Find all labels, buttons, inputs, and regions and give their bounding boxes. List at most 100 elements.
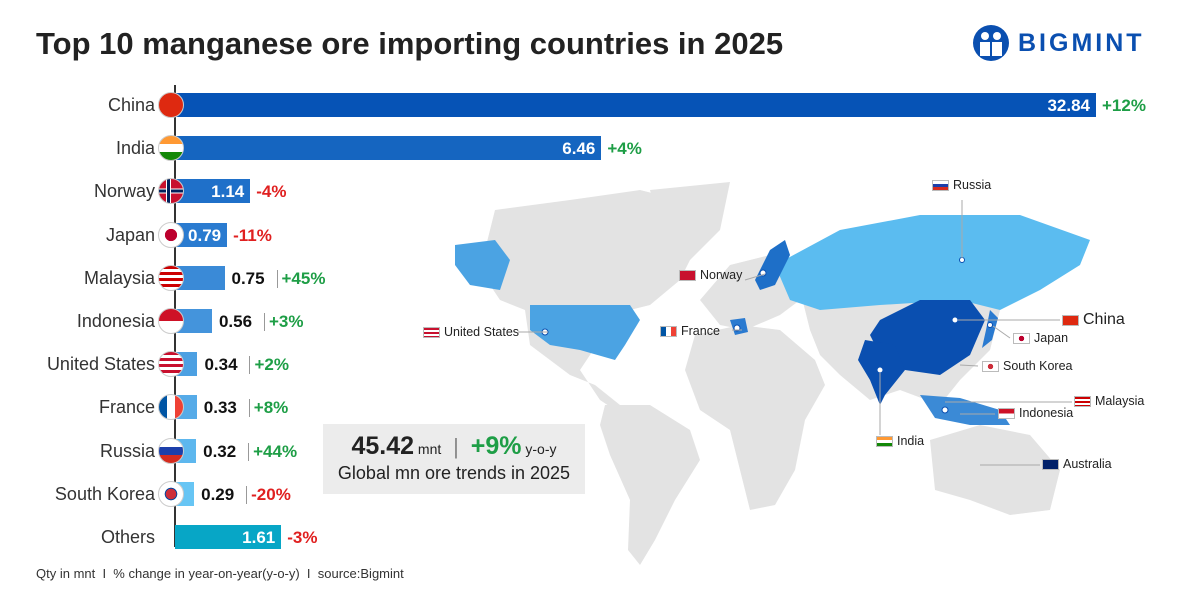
bigmint-logo: BIGMINT	[972, 24, 1145, 62]
map-label-text: Norway	[700, 268, 743, 282]
value-label: 0.34	[204, 355, 238, 375]
france-flag-icon	[660, 325, 677, 337]
bar	[175, 136, 602, 161]
logo-text: BIGMINT	[1018, 28, 1145, 57]
yoy-change-label: +44%	[253, 441, 298, 461]
map-label-india: India	[876, 434, 924, 448]
norway-flag-icon	[679, 269, 696, 281]
yoy-change-label: -11%	[233, 225, 272, 245]
category-label: Indonesia	[76, 311, 155, 331]
value-label: 6.46	[562, 139, 596, 159]
bar-row: Others 1.61 -3%	[0, 524, 1200, 550]
map-label-united-states: United States	[423, 325, 519, 339]
map-label-text: China	[1083, 311, 1125, 328]
category-label: China	[107, 95, 155, 115]
bar-row: Norway 1.14 -4%	[0, 178, 1200, 205]
category-label: Russia	[99, 440, 155, 461]
value-label: 1.14	[211, 182, 245, 202]
map-label-text: United States	[444, 325, 520, 339]
south-america	[600, 405, 700, 565]
category-label: France	[98, 397, 155, 418]
map-label-south-korea: South Korea	[982, 359, 1073, 373]
india-flag-icon	[876, 435, 893, 447]
yoy-change-label: -20%	[251, 484, 291, 504]
south-korea-flag-icon	[158, 480, 184, 507]
malaysia-flag-icon	[158, 264, 184, 291]
summary-separator: |	[453, 434, 459, 459]
bar-row: China 32.84 +12%	[0, 92, 1200, 118]
china-flag-icon	[158, 92, 184, 118]
category-label: Malaysia	[83, 267, 155, 288]
chart-title: Top 10 manganese ore importing countries…	[36, 26, 784, 61]
value-label: 0.33	[203, 398, 237, 418]
yoy-change-label: -3%	[287, 528, 318, 547]
yoy-change-label: +2%	[254, 355, 289, 375]
map-label-norway: Norway	[679, 268, 742, 282]
yoy-change-label: -4%	[256, 182, 287, 202]
map-label-australia: Australia	[1042, 457, 1112, 471]
bar-row: India 6.46 +4%	[0, 135, 1200, 162]
map-alaska	[455, 240, 510, 290]
map-label-malaysia: Malaysia	[1074, 394, 1144, 408]
map-label-france: France	[660, 324, 720, 338]
bar-row: France 0.33 +8%	[0, 394, 1200, 421]
australia	[930, 425, 1060, 515]
russia-flag-icon	[932, 179, 949, 191]
bar-row: United States 0.34 +2%	[0, 351, 1200, 378]
value-label: 0.75	[231, 268, 265, 288]
india-flag-icon	[158, 135, 184, 162]
map-label-russia: Russia	[932, 178, 991, 192]
value-label: 1.61	[242, 528, 276, 547]
separator	[263, 313, 265, 331]
separator	[248, 442, 250, 461]
category-label: India	[115, 138, 155, 159]
separator	[276, 269, 278, 288]
category-label: South Korea	[54, 483, 155, 504]
yoy-change-label: +8%	[253, 398, 289, 418]
map-label-text: Malaysia	[1095, 394, 1145, 408]
footer-note: Qty in mnt I % change in year-on-year(y-…	[36, 566, 404, 581]
global-change-unit: y-o-y	[525, 441, 557, 457]
indonesia-flag-icon	[998, 407, 1015, 419]
category-label: United States	[46, 354, 155, 375]
map-united-states	[530, 305, 640, 360]
global-unit: mnt	[417, 441, 442, 457]
bar-row: South Korea 0.29 -20%	[0, 480, 1200, 507]
map-label-text: Indonesia	[1019, 406, 1074, 420]
map-label-text: India	[897, 434, 925, 448]
us-flag-icon	[423, 326, 440, 338]
greenland	[650, 182, 730, 260]
bar-row: Russia 0.32 +44%	[0, 437, 1200, 464]
value-label: 0.29	[201, 484, 235, 504]
global-total: 45.42	[351, 432, 415, 460]
map-southeast-asia	[920, 395, 1010, 425]
value-label: 32.84	[1047, 96, 1090, 115]
separator	[248, 399, 250, 418]
map-label-text: Japan	[1034, 331, 1069, 345]
category-label: Japan	[105, 224, 155, 245]
malaysia-flag-icon	[1074, 395, 1091, 407]
category-label: Others	[100, 527, 155, 547]
bar	[175, 93, 1096, 117]
global-caption: Global mn ore trends in 2025	[337, 463, 571, 483]
yoy-change-label: +12%	[1102, 96, 1146, 115]
map-label-text: Australia	[1063, 457, 1112, 471]
global-change: +9%	[470, 432, 522, 460]
japan-flag-icon	[158, 221, 184, 248]
japan-flag-icon	[1013, 332, 1030, 344]
bar-row: Indonesia 0.56 +3%	[0, 308, 1200, 334]
south-korea-flag-icon	[982, 360, 999, 372]
global-summary-box: 45.42 mnt | +9% y-o-y Global mn ore tren…	[323, 424, 585, 494]
map-label-china: China	[1062, 311, 1125, 329]
bar	[175, 525, 282, 549]
china-flag-icon	[1062, 314, 1079, 326]
map-norway	[755, 240, 790, 290]
france-flag-icon	[158, 394, 184, 421]
yoy-change-label: +4%	[607, 139, 642, 159]
map-label-text: France	[681, 324, 720, 338]
yoy-change-label: +45%	[281, 268, 326, 288]
separator	[246, 485, 248, 504]
category-label: Norway	[93, 181, 155, 202]
indonesia-flag-icon	[158, 308, 184, 334]
bar	[175, 179, 251, 204]
